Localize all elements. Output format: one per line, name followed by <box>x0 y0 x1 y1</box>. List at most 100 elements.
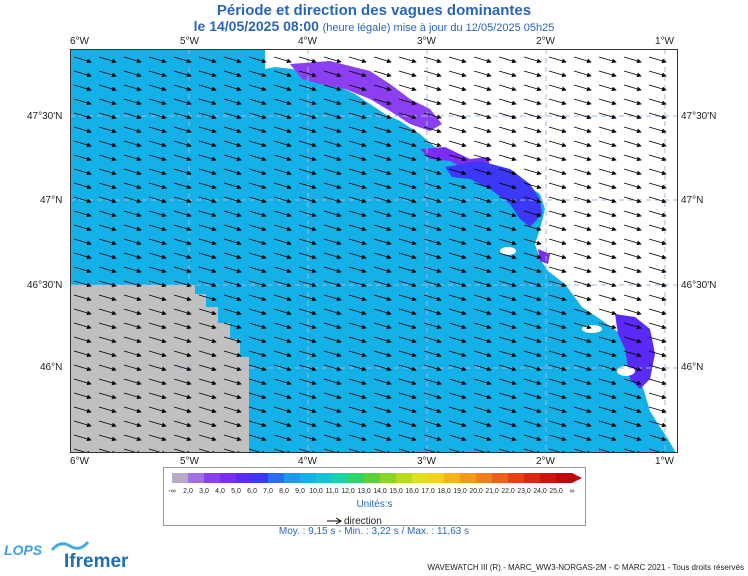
direction-arrow <box>273 280 292 288</box>
direction-arrow <box>398 406 417 414</box>
direction-arrow <box>648 378 667 386</box>
direction-arrow <box>498 168 517 176</box>
direction-arrow <box>648 168 667 176</box>
direction-arrow <box>523 238 542 246</box>
direction-arrow <box>198 84 217 92</box>
direction-arrows <box>73 56 667 453</box>
direction-arrow <box>523 350 542 358</box>
direction-arrow <box>498 154 517 162</box>
direction-arrow <box>148 322 167 330</box>
direction-arrow <box>123 70 142 78</box>
direction-arrow <box>73 112 92 120</box>
direction-arrow <box>423 322 442 330</box>
direction-arrow <box>473 280 492 288</box>
direction-arrow <box>598 266 617 274</box>
direction-arrow <box>648 252 667 260</box>
direction-arrow <box>623 252 642 260</box>
top-tick: 2°W <box>536 36 555 47</box>
direction-arrow <box>548 56 567 64</box>
direction-arrow <box>248 280 267 288</box>
direction-arrow <box>348 224 367 232</box>
direction-arrow <box>323 322 342 330</box>
direction-arrow <box>148 294 167 302</box>
direction-arrow <box>148 420 167 428</box>
direction-arrow <box>198 224 217 232</box>
direction-arrow <box>398 84 417 92</box>
direction-arrow <box>173 378 192 386</box>
direction-arrow <box>473 350 492 358</box>
direction-arrow <box>598 56 617 64</box>
direction-arrow <box>98 126 117 134</box>
direction-arrow <box>173 112 192 120</box>
direction-arrow <box>223 126 242 134</box>
direction-arrow <box>548 336 567 344</box>
direction-arrow <box>123 406 142 414</box>
direction-arrow <box>273 224 292 232</box>
direction-arrow <box>398 420 417 428</box>
color-scale-max-tip <box>572 473 582 483</box>
direction-arrow <box>373 56 392 64</box>
top-tick: 3°W <box>417 36 436 47</box>
direction-arrow <box>273 448 292 453</box>
direction-arrow <box>98 294 117 302</box>
color-scale-label: 21,0 <box>485 488 499 495</box>
direction-arrow <box>523 112 542 120</box>
direction-arrow <box>73 266 92 274</box>
direction-arrow <box>623 238 642 246</box>
direction-arrow <box>498 196 517 204</box>
direction-arrow <box>623 266 642 274</box>
direction-arrow <box>448 112 467 120</box>
direction-arrow <box>298 126 317 134</box>
direction-arrow <box>623 364 642 372</box>
color-scale-segment <box>380 473 397 483</box>
direction-arrow <box>598 364 617 372</box>
direction-arrow <box>273 364 292 372</box>
direction-arrow <box>298 84 317 92</box>
direction-arrow <box>273 238 292 246</box>
direction-arrow <box>398 448 417 453</box>
direction-arrow <box>423 112 442 120</box>
direction-arrow <box>248 252 267 260</box>
direction-arrow <box>473 420 492 428</box>
direction-arrow <box>623 182 642 190</box>
direction-arrow <box>148 364 167 372</box>
direction-arrow <box>323 434 342 442</box>
direction-arrow <box>473 112 492 120</box>
direction-arrow <box>448 392 467 400</box>
direction-arrow <box>348 378 367 386</box>
direction-arrow <box>223 364 242 372</box>
color-scale-segment <box>348 473 365 483</box>
direction-arrow <box>273 350 292 358</box>
direction-arrow <box>423 294 442 302</box>
direction-arrow <box>223 420 242 428</box>
direction-arrow <box>248 322 267 330</box>
direction-arrow <box>298 308 317 316</box>
direction-arrow <box>273 98 292 106</box>
direction-arrow <box>148 406 167 414</box>
direction-arrow <box>98 140 117 148</box>
direction-arrow <box>523 336 542 344</box>
direction-arrow <box>223 84 242 92</box>
direction-arrow <box>648 294 667 302</box>
direction-arrow <box>248 140 267 148</box>
direction-arrow <box>573 392 592 400</box>
color-scale-segment <box>396 473 413 483</box>
direction-arrow <box>148 140 167 148</box>
direction-arrow <box>148 266 167 274</box>
direction-arrow <box>423 224 442 232</box>
color-scale-segment <box>476 473 493 483</box>
direction-arrow <box>498 322 517 330</box>
direction-arrow <box>148 448 167 453</box>
direction-arrow <box>348 196 367 204</box>
direction-arrow <box>298 434 317 442</box>
direction-arrow <box>173 448 192 453</box>
direction-arrow <box>73 84 92 92</box>
direction-arrow <box>98 434 117 442</box>
direction-arrow <box>623 196 642 204</box>
direction-arrow <box>473 434 492 442</box>
direction-arrow <box>73 70 92 78</box>
direction-arrow <box>173 154 192 162</box>
direction-arrow <box>548 434 567 442</box>
direction-arrow <box>573 294 592 302</box>
direction-arrow <box>298 210 317 218</box>
